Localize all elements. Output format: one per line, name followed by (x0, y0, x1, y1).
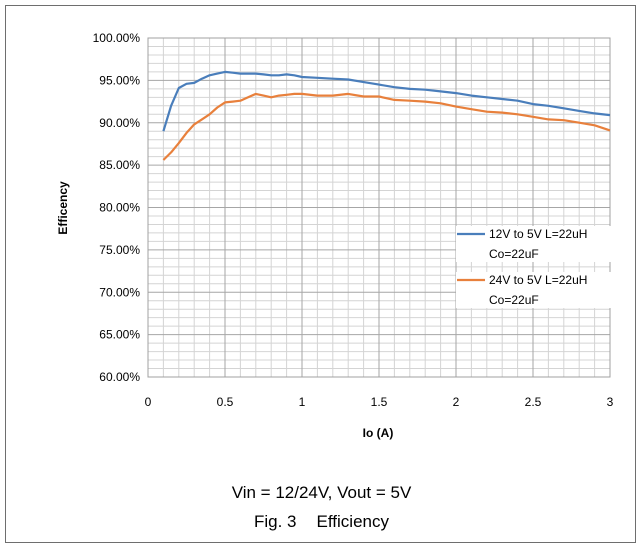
legend-label-line1: 24V to 5V L=22uH (489, 273, 587, 287)
x-axis-label: Io (A) (363, 426, 394, 440)
y-axis-label: Efficency (56, 181, 70, 235)
legend-label-line2: Co=22uF (489, 247, 539, 261)
y-tick-label: 85.00% (99, 158, 140, 172)
x-tick-label: 0 (145, 395, 152, 409)
x-tick-label: 2 (453, 395, 460, 409)
y-tick-labels: 60.00% 65.00% 70.00% 75.00% 80.00% 85.00% 90.0… (93, 31, 141, 384)
y-tick-label: 65.00% (99, 328, 140, 342)
legend: 12V to 5V L=22uH Co=22uF 24V to 5V L=22uH C… (456, 226, 614, 308)
chart-subtitle: Vin = 12/24V, Vout = 5V (231, 483, 412, 502)
y-tick-label: 90.00% (99, 116, 140, 130)
y-tick-label: 80.00% (99, 201, 140, 215)
x-tick-label: 3 (607, 395, 614, 409)
series-line-1 (162, 70, 611, 132)
plot-area-border (147, 37, 611, 378)
y-tick-label: 100.00% (93, 31, 141, 45)
figure-caption: Fig. 3 Efficiency (0, 512, 643, 532)
y-tick-label: 70.00% (99, 285, 140, 299)
legend-label-line2: Co=22uF (489, 293, 539, 307)
x-tick-label: 2.5 (525, 395, 542, 409)
series-lines (162, 70, 611, 161)
legend-entry-bg (456, 226, 614, 262)
x-tick-label: 0.5 (217, 395, 234, 409)
y-tick-label: 60.00% (99, 370, 140, 384)
figure-label: Fig. 3 (254, 512, 297, 531)
efficiency-chart: 60.00% 65.00% 70.00% 75.00% 80.00% 85.00% 90.0… (56, 31, 614, 440)
x-tick-label: 1 (299, 395, 306, 409)
x-tick-label: 1.5 (371, 395, 388, 409)
series-line-2 (162, 92, 611, 161)
legend-entry-bg (456, 272, 614, 308)
y-tick-label: 75.00% (99, 243, 140, 257)
figure-title: Efficiency (316, 512, 389, 531)
x-tick-labels: 0 0.5 1 1.5 2 2.5 3 (145, 395, 614, 409)
y-tick-label: 95.00% (99, 73, 140, 87)
legend-label-line1: 12V to 5V L=22uH (489, 227, 587, 241)
